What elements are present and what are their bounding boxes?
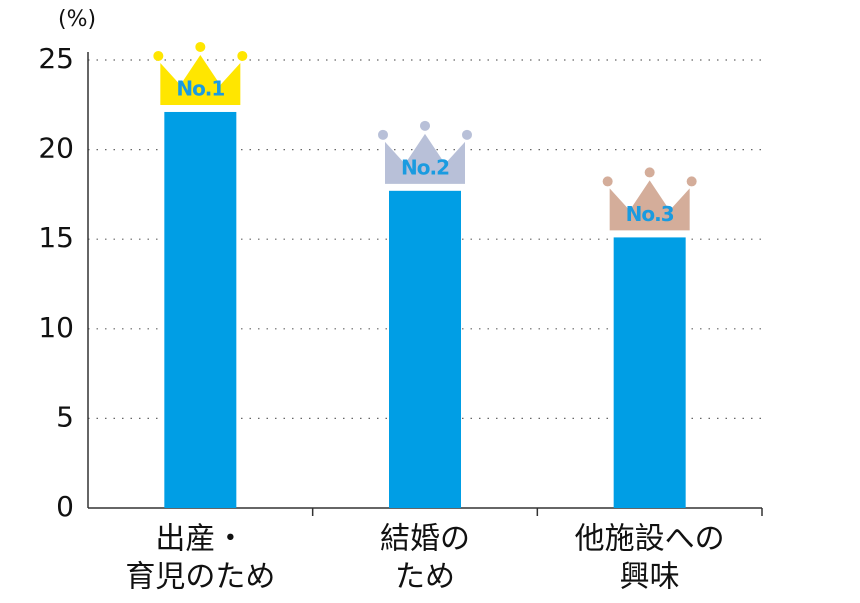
x-tick-label: 興味 — [620, 560, 680, 595]
bar — [389, 190, 461, 509]
bar — [164, 111, 237, 508]
y-tick-label: 0 — [56, 490, 74, 523]
crown — [385, 133, 465, 184]
x-tick-label: 出産・ — [155, 522, 245, 557]
crown-jewel — [644, 167, 655, 178]
y-tick-label: 25 — [38, 42, 74, 75]
y-tick-label: 5 — [56, 400, 74, 433]
crown-jewel — [378, 129, 388, 140]
crown — [609, 180, 690, 231]
x-tick-label: ため — [395, 560, 455, 595]
x-tick-label: 結婚の — [380, 522, 470, 557]
crown-jewel — [420, 120, 430, 131]
crown-jewel — [237, 50, 248, 61]
x-tick-label: 他施設への — [575, 522, 725, 557]
crown-jewel — [462, 129, 472, 140]
bar — [613, 237, 686, 508]
y-tick-label: 15 — [38, 221, 74, 254]
rank-label: No.3 — [626, 202, 674, 226]
crown-jewel — [602, 176, 613, 187]
crown-jewel — [195, 41, 206, 52]
crown — [160, 54, 241, 105]
x-tick-label: 育児のため — [125, 560, 275, 595]
y-axis-label: (%) — [58, 7, 96, 32]
y-tick-label: 10 — [38, 311, 74, 344]
y-tick-label: 20 — [38, 132, 74, 165]
crown-jewel — [686, 176, 697, 187]
rank-label: No.1 — [176, 76, 224, 100]
rank-label: No.2 — [401, 155, 449, 179]
crown-jewel — [153, 50, 164, 61]
